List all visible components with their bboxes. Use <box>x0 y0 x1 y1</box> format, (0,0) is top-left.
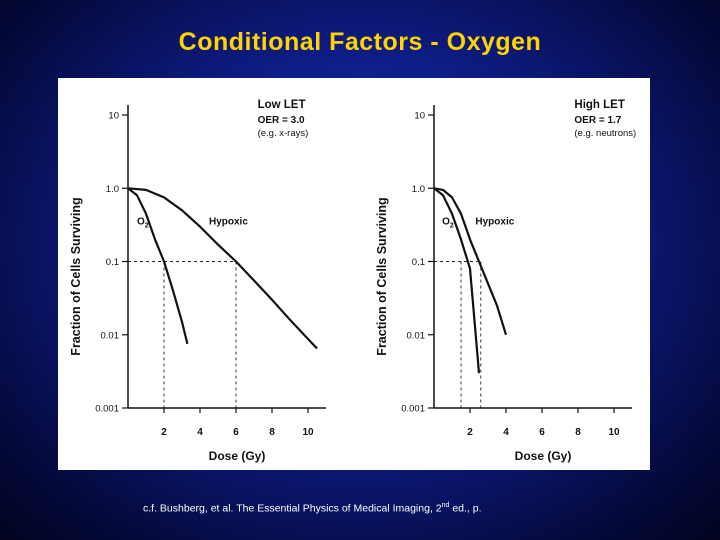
x-tick-label: 8 <box>575 427 581 438</box>
x-tick-label: 6 <box>539 427 545 438</box>
example-annotation: (e.g. x-rays) <box>258 128 309 139</box>
o2-subscript: 2 <box>145 222 149 229</box>
o2-curve <box>127 187 189 345</box>
y-tick-label: 10 <box>414 111 425 122</box>
citation-text: c.f. Bushberg, et al. The Essential Phys… <box>143 502 442 515</box>
slide-title: Conditional Factors - Oxygen <box>178 28 542 56</box>
citation-tail: ed., p. <box>449 502 482 515</box>
o2-curve-label: O2 <box>137 216 149 229</box>
hypoxic-curve-label: Hypoxic <box>209 216 248 227</box>
x-tick-label: 2 <box>161 427 167 438</box>
y-tick-label: 1.0 <box>412 184 425 195</box>
x-tick-label: 6 <box>233 427 239 438</box>
hypoxic-curve <box>433 187 508 336</box>
let-annotation: High LET <box>574 99 624 111</box>
y-tick-label: 0.1 <box>412 257 425 268</box>
chart-panel-1: 10 1.0 0.1 0.01 0.001 2 4 6 8 10 Dose (Gy) Fraction… <box>69 99 326 463</box>
o2-curve-label: O2 <box>442 216 454 229</box>
y-axis-label: Fraction of Cells Surviving <box>375 197 389 355</box>
y-tick-label: 0.01 <box>407 330 426 341</box>
y-tick-label: 0.1 <box>106 257 119 268</box>
o2-curve <box>433 187 481 374</box>
y-tick-label: 0.001 <box>95 404 119 415</box>
oer-annotation: OER = 1.7 <box>574 115 621 126</box>
y-tick-label: 1.0 <box>106 184 119 195</box>
oer-annotation: OER = 3.0 <box>258 115 305 126</box>
example-annotation: (e.g. neutrons) <box>574 128 636 139</box>
y-tick-label: 10 <box>108 111 119 122</box>
survival-curves-figure: 10 1.0 0.1 0.01 0.001 2 4 6 8 10 Dose (Gy) Fraction… <box>69 99 636 463</box>
citation: c.f. Bushberg, et al. The Essential Phys… <box>143 502 482 515</box>
y-axis-label: Fraction of Cells Surviving <box>69 197 83 355</box>
hypoxic-curve <box>127 187 318 350</box>
x-tick-label: 4 <box>197 427 203 438</box>
let-annotation: Low LET <box>258 99 306 111</box>
x-tick-label: 10 <box>302 427 314 438</box>
x-tick-label: 10 <box>608 427 620 438</box>
figure-panel: 10 1.0 0.1 0.01 0.001 2 4 6 8 10 Dose (Gy) Fraction… <box>58 78 650 470</box>
x-tick-label: 4 <box>503 427 509 438</box>
x-axis-label: Dose (Gy) <box>515 449 572 463</box>
x-tick-label: 8 <box>269 427 275 438</box>
y-tick-label: 0.001 <box>401 404 425 415</box>
x-axis-label: Dose (Gy) <box>209 449 266 463</box>
hypoxic-curve-label: Hypoxic <box>475 216 514 227</box>
o2-subscript: 2 <box>450 222 454 229</box>
citation-superscript: nd <box>441 502 450 509</box>
y-tick-label: 0.01 <box>101 330 120 341</box>
x-tick-label: 2 <box>467 427 473 438</box>
chart-panel-2: 10 1.0 0.1 0.01 0.001 2 4 6 8 10 Dose (Gy) Fraction… <box>375 99 636 463</box>
